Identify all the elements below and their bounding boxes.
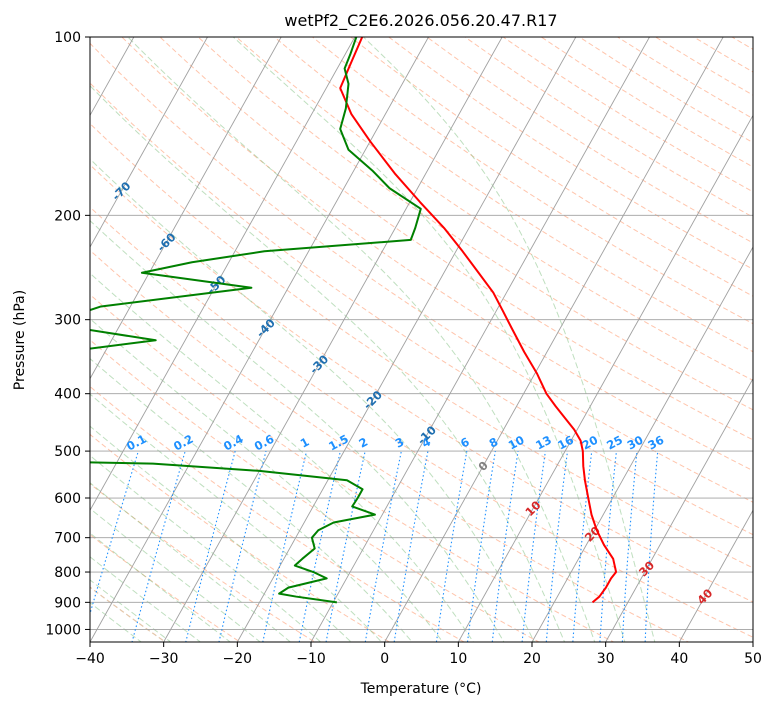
y-tick-label: 400 [54,387,81,403]
x-tick-label: 50 [744,651,762,667]
y-axis-label: Pressure (hPa) [12,290,28,390]
x-tick-label: −20 [223,651,253,667]
mixing-ratio-line [644,451,659,642]
mixing-ratio-line [218,450,267,642]
moist-adiabat [90,532,231,642]
mixing-ratio-line [185,450,236,642]
mixing-ratio-line [435,451,468,642]
isotherm-line [236,37,577,642]
y-tick-label: 300 [54,313,81,329]
mixing-ratio-label: 25 [604,433,625,453]
mixing-ratio-label: 13 [533,433,554,453]
dry-adiabat [121,37,753,472]
dewpoint-profile [90,37,422,604]
dry-adiabat [350,37,753,297]
isotherm-line [90,37,430,642]
x-tick-label: −30 [149,651,179,667]
isotherm-line [605,377,753,642]
mixing-ratio-line [572,451,593,642]
mixing-ratio-line [90,450,139,616]
y-tick-label: 600 [54,491,81,507]
mixing-ratio-label: 10 [506,433,527,453]
profile-series [90,37,618,604]
y-axis-ticks: 100 200 300 400 500 600 700 800 900 1000 [45,30,90,638]
mixing-ratio-line [599,451,617,642]
isotherm-line [90,37,356,512]
y-tick-label: 700 [54,531,81,547]
y-tick-label: 100 [54,30,81,46]
mixing-ratio-label: 20 [580,433,601,453]
x-tick-label: 40 [670,651,688,667]
dry-adiabat [90,534,241,642]
isotherm-line [531,246,753,642]
background-grid [90,37,753,642]
x-axis-ticks: −40 −30 −20 −10 0 10 20 30 40 50 [75,642,762,667]
x-tick-label: 10 [449,651,467,667]
y-tick-label: 200 [54,208,81,224]
y-tick-label: 1000 [45,622,81,638]
x-tick-label: 30 [597,651,615,667]
isotherm-line [90,37,209,248]
mixing-ratio-line [364,450,402,642]
x-axis-label: Temperature (°C) [360,681,482,697]
moist-adiabat [90,507,261,642]
mixing-ratio-line [521,451,546,642]
dry-adiabat [90,385,466,642]
dry-adiabat [274,37,753,353]
moist-adiabat [363,37,656,642]
mixing-ratio-line [393,450,429,642]
mixing-ratio-line [621,451,638,642]
mixing-ratio-line [298,450,341,642]
temperature-profile [339,37,618,604]
x-tick-label: −10 [296,651,326,667]
mixing-ratio-label: 36 [645,433,666,453]
isotherm-line [163,37,503,642]
mixing-ratio-line [325,450,366,642]
mixing-ratio-line [466,451,496,642]
mixing-ratio-line [491,451,519,642]
x-tick-label: 20 [523,651,541,667]
isotherm-line [457,114,753,642]
cold-adiabat [90,586,167,642]
x-tick-label: 0 [380,651,389,667]
y-tick-label: 900 [54,595,81,611]
y-tick-label: 800 [54,565,81,581]
mixing-ratio-label: 16 [555,433,576,453]
mixing-ratio-line [545,451,569,642]
isotherm-line [384,37,724,642]
x-tick-label: −40 [75,651,105,667]
mixing-ratio-line [131,450,186,642]
mixing-ratio-label: 30 [625,433,646,453]
y-tick-label: 500 [54,444,81,460]
chart-title: wetPf2_C2E6.2026.056.20.47.R17 [284,11,557,31]
isotherm-line [678,509,753,642]
plot-frame [89,36,754,643]
dry-adiabat [312,37,753,325]
isotherm-line [310,37,651,642]
moist-adiabat [90,482,292,642]
isotherm-line [90,37,282,380]
mixing-ratio-line [262,450,308,642]
